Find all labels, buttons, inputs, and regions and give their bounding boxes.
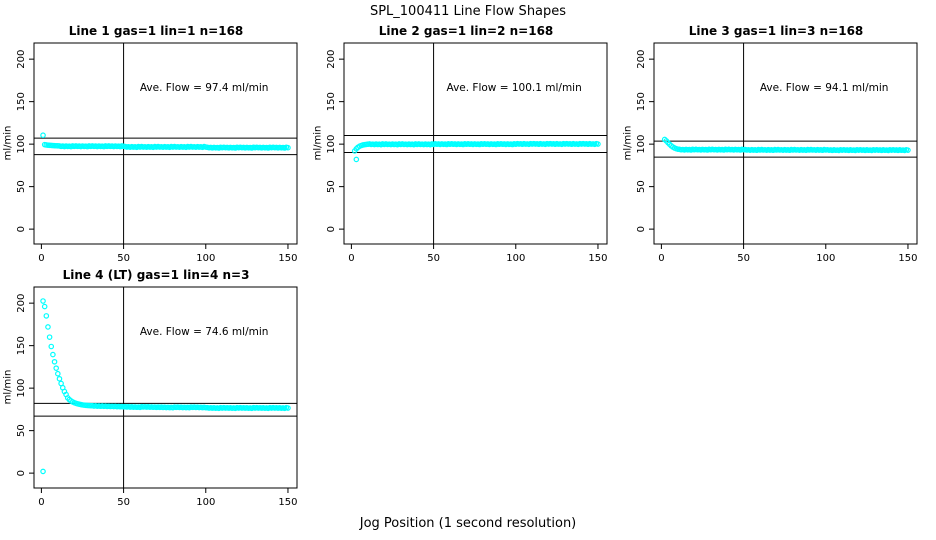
plot-box	[653, 42, 918, 245]
data-point	[46, 334, 53, 340]
plot-area-line-1: 0 50 100 150 200 0 50 100 150 Ave. Flow = 97.4 ml…	[16, 42, 298, 264]
x-tick-label: 100	[506, 253, 525, 264]
data-point	[50, 351, 56, 358]
x-tick-label: 0	[658, 253, 664, 264]
outlier-point	[40, 468, 46, 475]
y-tick-label: 100	[16, 379, 27, 398]
y-tick-label: 200	[326, 50, 337, 69]
x-tick-label: 50	[427, 253, 440, 264]
x-axis-label: Jog Position (1 second resolution)	[359, 516, 577, 531]
subplot-title: Line 3 gas=1 lin=3 n=168	[688, 24, 864, 38]
data-point	[43, 313, 50, 319]
data-point	[41, 303, 48, 310]
subplot-line-1: Line 1 gas=1 lin=1 n=168 ml/min 0 50 100 15…	[0, 10, 312, 264]
data-point	[56, 375, 63, 382]
x-tick-label: 100	[816, 253, 835, 264]
y-tick-label: 50	[326, 180, 337, 193]
x-tick-label: 150	[588, 253, 607, 264]
x-tick-label: 100	[196, 497, 215, 508]
y-tick-label: 50	[16, 180, 27, 193]
outlier-point	[353, 156, 360, 163]
x-tick-label: 50	[117, 497, 130, 508]
x-tick-label: 0	[38, 253, 44, 264]
y-tick-label: 0	[16, 226, 27, 232]
y-tick-label: 0	[16, 470, 27, 476]
subplot-line-3: Line 3 gas=1 lin=3 n=168 ml/min 0 50 100 15…	[620, 10, 932, 264]
subplot-title: Line 4 (LT) gas=1 lin=4 n=3	[62, 268, 250, 282]
x-tick-label: 150	[278, 253, 297, 264]
data-point	[48, 343, 55, 350]
y-tick-label: 50	[636, 180, 647, 193]
x-tick-label: 50	[737, 253, 750, 264]
y-tick-label: 200	[636, 50, 647, 69]
data-point	[51, 358, 58, 365]
y-tick-label: 150	[326, 92, 337, 111]
y-tick-label: 0	[326, 226, 337, 232]
ave-flow-annotation: Ave. Flow = 97.4 ml/min	[140, 82, 269, 94]
data-point	[45, 324, 51, 330]
data-points	[40, 132, 291, 151]
y-tick-label: 100	[636, 135, 647, 154]
y-tick-label: 150	[636, 92, 647, 111]
plot-area-line-3: 0 50 100 150 200 0 50 100 150 Ave. Flow = 94.1 ml…	[636, 42, 918, 264]
figure-title: SPL_100411 Line Flow Shapes	[369, 4, 567, 19]
plot-area-line-2: 0 50 100 150 200 0 50 100 150 Ave. Flow = 100.1 m…	[326, 42, 608, 264]
x-tick-label: 150	[898, 253, 917, 264]
outlier-point	[40, 132, 46, 139]
y-tick-label: 100	[16, 135, 27, 154]
plot-area-line-4: 0 50 100 150 200 0 50 100 150 Ave. Flow = 74.6 ml…	[16, 286, 298, 508]
y-tick-label: 200	[16, 50, 27, 69]
y-tick-label: 0	[636, 226, 647, 232]
y-tick-label: 150	[16, 92, 27, 111]
subplot-line-2: Line 2 gas=1 lin=2 n=168 ml/min 0 50 100 15…	[310, 10, 622, 264]
ave-flow-annotation: Ave. Flow = 74.6 ml/min	[140, 326, 269, 338]
subplot-title: Line 2 gas=1 lin=2 n=168	[378, 24, 554, 38]
x-tick-label: 50	[117, 253, 130, 264]
y-tick-label: 200	[16, 294, 27, 313]
data-points	[661, 136, 911, 154]
subplot-title: Line 1 gas=1 lin=1 n=168	[68, 24, 244, 38]
data-point	[40, 298, 46, 304]
ave-flow-annotation: Ave. Flow = 100.1 ml/min	[447, 82, 582, 94]
data-point	[53, 365, 59, 371]
y-tick-label: 150	[16, 336, 27, 355]
data-point	[285, 144, 291, 151]
data-point	[285, 405, 291, 411]
plot-box	[343, 42, 608, 245]
data-point	[595, 141, 601, 147]
y-tick-label: 100	[326, 135, 337, 154]
x-tick-label: 100	[196, 253, 215, 264]
plot-box	[33, 286, 298, 489]
subplot-line-4: Line 4 (LT) gas=1 lin=4 n=3 ml/min 0 50 10…	[0, 254, 312, 508]
data-points	[40, 298, 291, 475]
x-tick-label: 0	[38, 497, 44, 508]
ave-flow-annotation: Ave. Flow = 94.1 ml/min	[760, 82, 889, 94]
data-points	[351, 140, 601, 163]
y-tick-label: 50	[16, 424, 27, 437]
x-tick-label: 0	[348, 253, 354, 264]
data-point	[55, 370, 61, 377]
plot-box	[33, 42, 298, 245]
x-tick-label: 150	[278, 497, 297, 508]
data-point	[905, 147, 911, 153]
